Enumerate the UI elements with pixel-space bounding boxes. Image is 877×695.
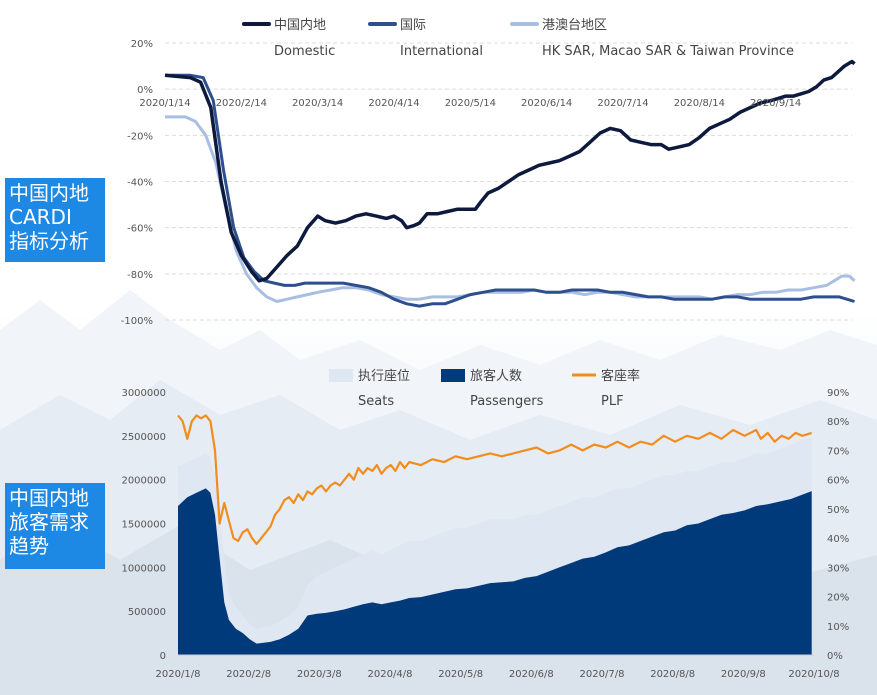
side-label-line: 中国内地 <box>9 486 89 510</box>
y-tick-label: 0 <box>160 651 166 662</box>
x-tick-label: 2020/8/8 <box>650 669 695 680</box>
x-tick-label: 2020/3/8 <box>297 669 342 680</box>
y2-tick-label: 30% <box>827 563 849 574</box>
legend-label-en: International <box>400 44 483 59</box>
series-line <box>165 73 855 308</box>
side-label-demand: 中国内地 旅客需求 趋势 <box>5 483 105 569</box>
legend-label-en: Domestic <box>274 44 335 59</box>
legend-label-en: HK SAR, Macao SAR & Taiwan Province <box>542 44 794 59</box>
x-tick-label: 2020/1/14 <box>139 98 190 109</box>
side-label-line: 中国内地 <box>9 181 89 205</box>
legend-label: 港澳台地区 <box>542 17 607 33</box>
legend-swatch <box>441 369 465 382</box>
legend-label: 执行座位 <box>358 369 410 384</box>
x-tick-label: 2020/4/14 <box>368 98 419 109</box>
x-tick-label: 2020/6/8 <box>509 669 554 680</box>
y2-tick-label: 70% <box>827 446 849 457</box>
side-label-line: 旅客需求 <box>9 510 89 534</box>
y2-tick-label: 80% <box>827 417 849 428</box>
side-label-line: CARDI <box>9 205 72 229</box>
x-tick-label: 2020/6/14 <box>521 98 572 109</box>
x-tick-label: 2020/5/14 <box>445 98 496 109</box>
x-tick-label: 2020/9/14 <box>750 98 801 109</box>
legend-label-en: Seats <box>358 394 394 409</box>
legend-label-en: Passengers <box>470 394 544 409</box>
side-label-line: 趋势 <box>9 534 49 558</box>
x-tick-label: 2020/4/8 <box>368 669 413 680</box>
y2-tick-label: 50% <box>827 505 849 516</box>
y-tick-label: 2000000 <box>121 476 166 487</box>
y2-tick-label: 40% <box>827 534 849 545</box>
x-tick-label: 2020/1/8 <box>156 669 201 680</box>
y-tick-label: -40% <box>127 178 153 189</box>
x-tick-label: 2020/7/8 <box>580 669 625 680</box>
y2-tick-label: 20% <box>827 593 849 604</box>
legend-label: 客座率 <box>601 368 640 384</box>
x-tick-label: 2020/2/8 <box>226 669 271 680</box>
legend-swatch <box>329 369 353 382</box>
y-tick-label: 1000000 <box>121 563 166 574</box>
x-tick-label: 2020/10/8 <box>788 669 839 680</box>
legend-label: 旅客人数 <box>470 368 522 384</box>
legend-label: 中国内地 <box>274 17 326 33</box>
y-tick-label: -60% <box>127 224 153 235</box>
y-tick-label: 500000 <box>128 607 166 618</box>
legend-label-en: PLF <box>601 394 624 409</box>
x-tick-label: 2020/5/8 <box>438 669 483 680</box>
y-tick-label: 0% <box>137 85 153 96</box>
side-label-line: 指标分析 <box>9 229 89 253</box>
y2-tick-label: 90% <box>827 388 849 399</box>
y-tick-label: -80% <box>127 270 153 281</box>
series-line <box>164 59 856 283</box>
series-area <box>178 488 812 655</box>
y2-tick-label: 10% <box>827 622 849 633</box>
y-tick-label: -100% <box>121 316 153 327</box>
y-tick-label: 3000000 <box>121 388 166 399</box>
y-tick-label: 1500000 <box>121 520 166 531</box>
x-tick-label: 2020/9/8 <box>721 669 766 680</box>
y2-tick-label: 0% <box>827 651 843 662</box>
y-tick-label: -20% <box>127 131 153 142</box>
x-tick-label: 2020/7/14 <box>597 98 648 109</box>
y2-tick-label: 60% <box>827 476 849 487</box>
legend-label: 国际 <box>400 18 426 33</box>
x-tick-label: 2020/3/14 <box>292 98 343 109</box>
y-tick-label: 20% <box>131 39 153 50</box>
series-line <box>177 414 813 546</box>
y-tick-label: 2500000 <box>121 432 166 443</box>
x-tick-label: 2020/2/14 <box>216 98 267 109</box>
cardi-line-chart: 20% 0% -20% -40% -60% -80% -100% 2020/1/14 2020… <box>121 17 856 327</box>
side-label-cardi: 中国内地 CARDI 指标分析 <box>5 178 105 262</box>
series-line <box>165 115 856 303</box>
x-tick-label: 2020/8/14 <box>674 98 725 109</box>
